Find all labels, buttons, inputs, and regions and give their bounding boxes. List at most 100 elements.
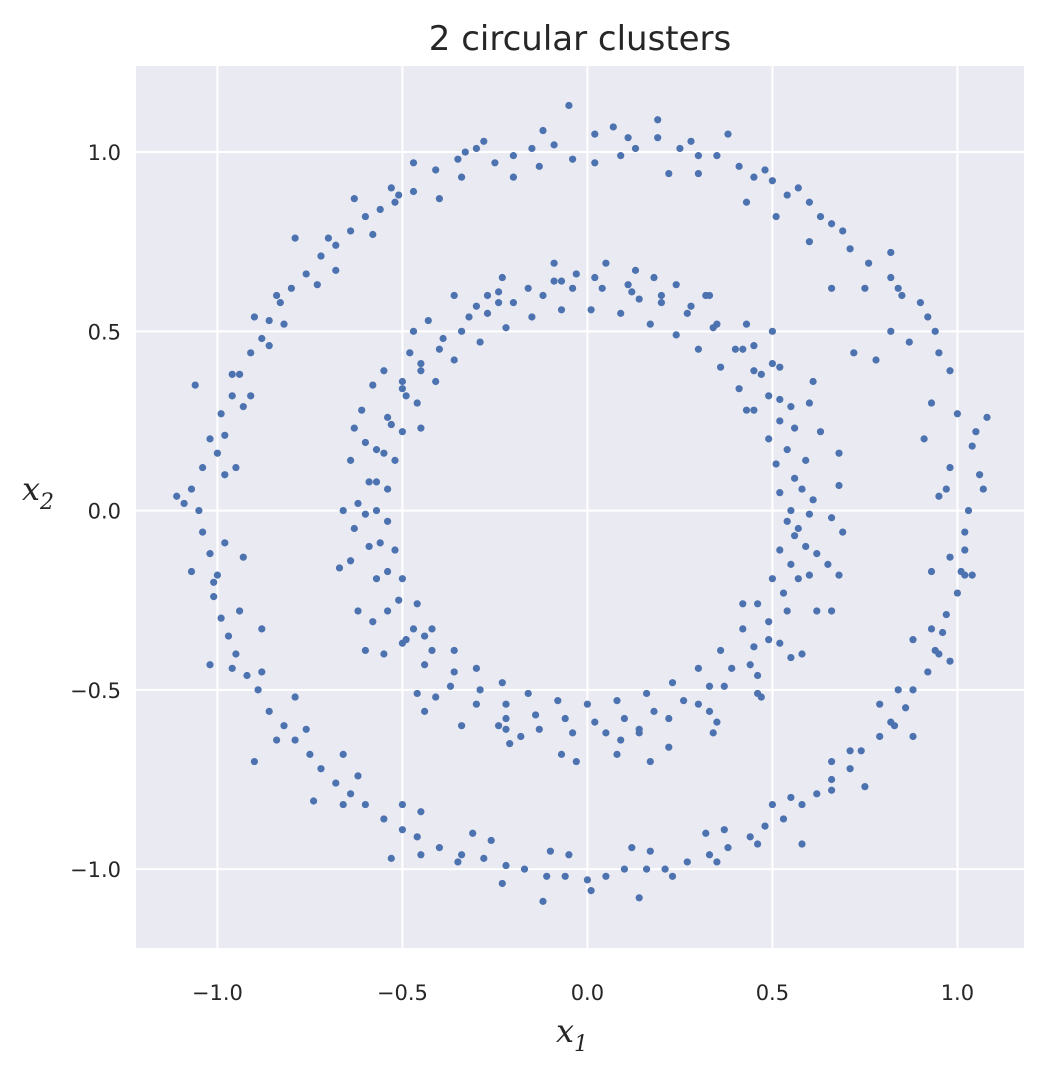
scatter-point — [354, 607, 362, 615]
scatter-point — [524, 689, 532, 698]
scatter-point — [813, 607, 821, 615]
scatter-point — [765, 618, 773, 626]
scatter-point — [221, 471, 229, 479]
scatter-point — [794, 524, 802, 533]
scatter-point — [291, 234, 299, 242]
scatter-point — [920, 435, 928, 443]
scatter-point — [398, 800, 406, 809]
scatter-point — [617, 309, 625, 317]
scatter-point — [624, 281, 632, 289]
scatter-point — [239, 553, 247, 561]
scatter-point — [705, 291, 714, 300]
scatter-point — [273, 291, 281, 300]
scatter-point — [683, 858, 691, 866]
scatter-point — [828, 514, 836, 522]
scatter-point — [946, 367, 954, 375]
scatter-point — [250, 757, 258, 766]
scatter-point — [865, 259, 873, 267]
y-tick-labels: −1.0 −0.5 0.0 0.5 1.0 — [70, 141, 121, 882]
scatter-point — [713, 718, 721, 726]
scatter-point — [502, 725, 510, 733]
scatter-point — [483, 309, 492, 317]
scatter-point — [387, 184, 395, 192]
scatter-point — [705, 851, 714, 859]
y-tick-label: −0.5 — [70, 679, 121, 703]
scatter-point — [620, 865, 629, 873]
scatter-point — [953, 589, 962, 597]
scatter-point — [480, 137, 488, 145]
scatter-point — [754, 840, 762, 848]
y-tick-label: 0.0 — [88, 500, 121, 524]
scatter-point — [846, 245, 854, 253]
scatter-point — [432, 377, 440, 386]
scatter-point — [398, 377, 406, 386]
scatter-point — [432, 166, 440, 174]
scatter-point — [887, 248, 895, 257]
scatter-point — [384, 485, 392, 493]
scatter-point — [802, 542, 810, 551]
scatter-point — [491, 159, 499, 167]
scatter-point — [835, 571, 843, 579]
scatter-point — [458, 722, 466, 730]
scatter-point — [761, 822, 769, 830]
scatter-point — [717, 363, 725, 371]
scatter-point — [191, 381, 199, 389]
scatter-point — [387, 854, 395, 862]
scatter-point — [591, 718, 599, 726]
scatter-point — [591, 273, 599, 282]
scatter-point — [317, 252, 325, 260]
scatter-point — [369, 230, 377, 239]
scatter-point — [247, 349, 255, 357]
scatter-point — [372, 446, 381, 454]
scatter-point — [517, 732, 525, 741]
scatter-point — [409, 625, 418, 633]
scatter-point — [391, 456, 399, 464]
scatter-point — [206, 550, 214, 558]
scatter-point — [561, 714, 569, 723]
scatter-point — [569, 155, 577, 163]
scatter-point — [365, 542, 373, 551]
scatter-point — [628, 288, 636, 296]
scatter-point — [735, 162, 743, 170]
scatter-point — [509, 152, 517, 160]
scatter-point — [694, 664, 703, 672]
scatter-point — [347, 456, 355, 464]
scatter-point — [602, 872, 610, 880]
scatter-point — [972, 428, 980, 436]
scatter-point — [495, 288, 503, 296]
scatter-point — [417, 851, 425, 859]
scatter-point — [287, 284, 295, 292]
scatter-point — [572, 757, 580, 766]
scatter-point — [550, 277, 558, 285]
scatter-point — [369, 381, 377, 389]
scatter-point — [317, 765, 325, 773]
scatter-point — [476, 338, 484, 346]
scatter-point — [787, 506, 795, 515]
scatter-point — [409, 327, 418, 335]
scatter-point — [476, 686, 484, 694]
scatter-point — [968, 571, 976, 579]
scatter-point — [927, 625, 936, 633]
scatter-point — [454, 155, 462, 163]
x-tick-label: −0.5 — [377, 981, 428, 1005]
scatter-point — [398, 428, 406, 436]
scatter-point — [413, 833, 421, 841]
scatter-point — [546, 847, 555, 855]
scatter-point — [472, 144, 480, 153]
y-axis-label: x2 — [22, 470, 54, 515]
scatter-point — [731, 345, 740, 353]
scatter-point — [424, 316, 432, 325]
scatter-point — [498, 879, 506, 888]
scatter-point — [791, 424, 799, 432]
scatter-point — [927, 567, 936, 576]
scatter-point — [395, 191, 403, 199]
scatter-point — [742, 320, 751, 328]
scatter-point — [772, 212, 780, 221]
scatter-point — [635, 729, 643, 737]
scatter-point — [968, 442, 976, 450]
scatter-point — [384, 517, 392, 525]
scatter-point — [250, 313, 258, 321]
y-tick-label: 0.5 — [88, 320, 121, 344]
scatter-point — [398, 575, 406, 583]
scatter-point — [902, 704, 910, 712]
